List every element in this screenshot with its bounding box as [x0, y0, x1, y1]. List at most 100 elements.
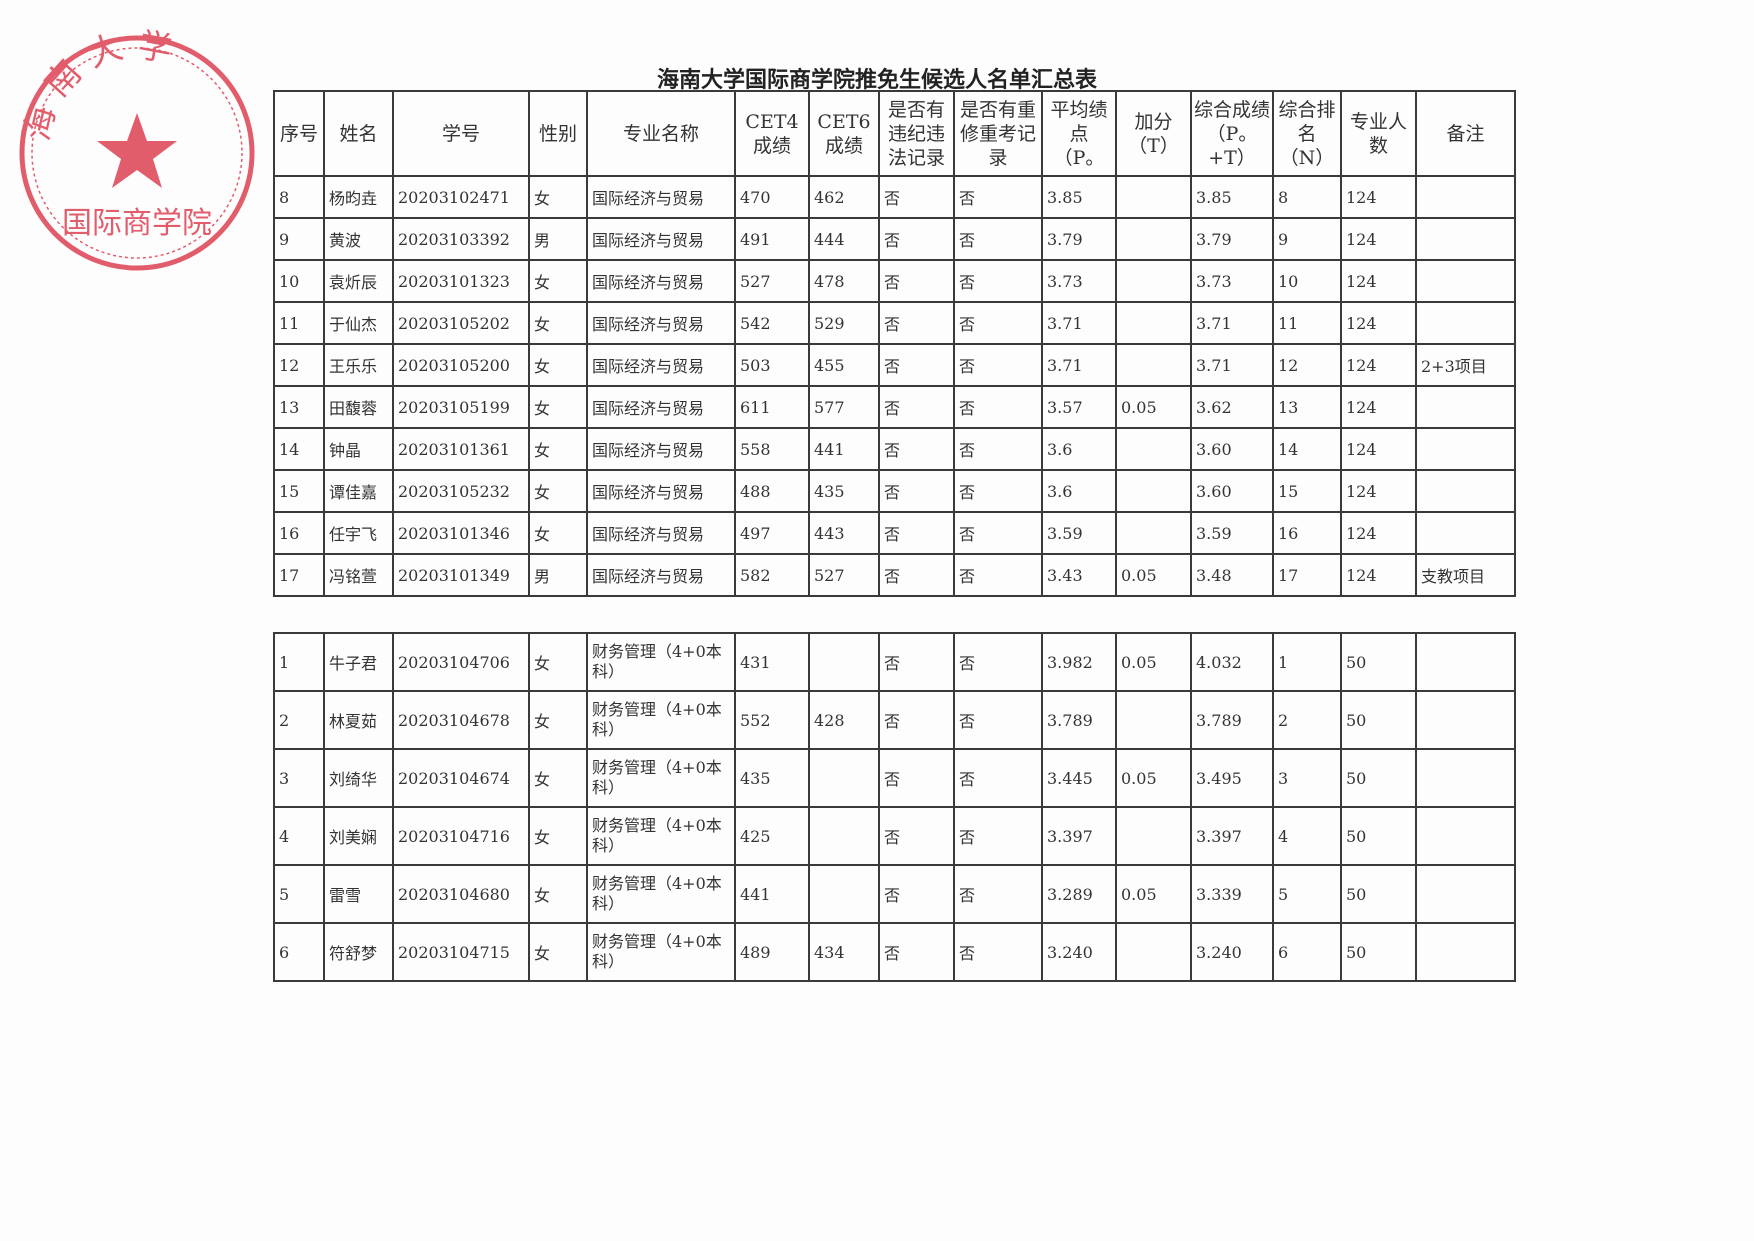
cell-gpa: 3.73: [1041, 259, 1117, 303]
cell-total-score: 3.789: [1190, 690, 1274, 750]
cell-total-score: 3.62: [1190, 385, 1274, 429]
cell-student-id: 20203105232: [392, 469, 530, 513]
cell-student-id: 20203101349: [392, 553, 530, 597]
cell-major: 国际经济与贸易: [586, 427, 736, 471]
cell-total-score: 3.85: [1190, 175, 1274, 219]
cell-retake-record: 否: [953, 632, 1043, 692]
cell-name: 杨昀垚: [323, 175, 394, 219]
cell-remark: [1415, 511, 1516, 555]
cell-discipline-record: 否: [878, 511, 955, 555]
cell-cet4: 489: [734, 922, 810, 982]
table-row: 1 牛子君 20203104706 女财务管理（4+0本科） 431 否否 3.982 0.0…: [273, 632, 1516, 692]
cell-bonus: [1115, 922, 1192, 982]
cell-bonus: [1115, 343, 1192, 387]
cell-cet4: 441: [734, 864, 810, 924]
cell-major: 国际经济与贸易: [586, 259, 736, 303]
cell-rank: 4: [1272, 806, 1342, 866]
cell-name: 谭佳嘉: [323, 469, 394, 513]
cell-discipline-record: 否: [878, 385, 955, 429]
cell-major-count: 124: [1340, 259, 1417, 303]
cell-retake-record: 否: [953, 469, 1043, 513]
cell-retake-record: 否: [953, 427, 1043, 471]
cell-student-id: 20203105200: [392, 343, 530, 387]
cell-rank: 11: [1272, 301, 1342, 345]
cell-major: 财务管理（4+0本科）: [586, 748, 736, 808]
cell-discipline-record: 否: [878, 217, 955, 261]
cell-remark: 支教项目: [1415, 553, 1516, 597]
header-cet4: CET4成绩: [734, 90, 810, 177]
cell-seq: 15: [273, 469, 325, 513]
cell-discipline-record: 否: [878, 864, 955, 924]
header-remark: 备注: [1415, 90, 1516, 177]
header-total-score: 综合成绩（P。+T）: [1190, 90, 1274, 177]
cell-rank: 17: [1272, 553, 1342, 597]
header-student-id: 学号: [392, 90, 530, 177]
cell-discipline-record: 否: [878, 469, 955, 513]
cell-rank: 10: [1272, 259, 1342, 303]
cell-discipline-record: 否: [878, 748, 955, 808]
table-row: 13 田馥蓉 20203105199 女国际经济与贸易 611 577 否否 3.57 0.05…: [273, 385, 1516, 429]
cell-retake-record: 否: [953, 864, 1043, 924]
table-row: 11 于仙杰 20203105202 女国际经济与贸易 542 529 否否 3.71 3.71…: [273, 301, 1516, 345]
cell-gpa: 3.79: [1041, 217, 1117, 261]
cell-cet4: 488: [734, 469, 810, 513]
cell-gender: 男: [528, 553, 588, 597]
cell-major-count: 124: [1340, 385, 1417, 429]
table-row: 4 刘美娴 20203104716 女财务管理（4+0本科） 425 否否 3.397 3.3…: [273, 806, 1516, 866]
cell-seq: 9: [273, 217, 325, 261]
cell-gender: 女: [528, 259, 588, 303]
cell-major-count: 124: [1340, 553, 1417, 597]
cell-gender: 女: [528, 469, 588, 513]
cell-remark: [1415, 922, 1516, 982]
cell-gender: 女: [528, 806, 588, 866]
cell-rank: 15: [1272, 469, 1342, 513]
cell-cet6: 444: [808, 217, 880, 261]
cell-bonus: 0.05: [1115, 553, 1192, 597]
cell-bonus: 0.05: [1115, 748, 1192, 808]
candidate-table-international-trade: 序号 姓名 学号 性别 专业名称 CET4成绩 CET6成绩 是否有违纪违法记录 是否有重修重考…: [273, 90, 1516, 597]
table-row: 2 林夏茹 20203104678 女财务管理（4+0本科） 552 428 否否 3.789…: [273, 690, 1516, 750]
cell-discipline-record: 否: [878, 632, 955, 692]
cell-bonus: [1115, 469, 1192, 513]
cell-remark: [1415, 217, 1516, 261]
cell-major-count: 124: [1340, 511, 1417, 555]
cell-gpa: 3.6: [1041, 427, 1117, 471]
cell-cet6: [808, 806, 880, 866]
cell-cet4: 491: [734, 217, 810, 261]
cell-retake-record: 否: [953, 343, 1043, 387]
cell-gpa: 3.445: [1041, 748, 1117, 808]
header-seq: 序号: [273, 90, 325, 177]
cell-major: 国际经济与贸易: [586, 343, 736, 387]
cell-student-id: 20203104706: [392, 632, 530, 692]
cell-bonus: [1115, 217, 1192, 261]
cell-remark: 2+3项目: [1415, 343, 1516, 387]
cell-student-id: 20203101361: [392, 427, 530, 471]
cell-remark: [1415, 864, 1516, 924]
cell-rank: 12: [1272, 343, 1342, 387]
cell-student-id: 20203104716: [392, 806, 530, 866]
cell-student-id: 20203105202: [392, 301, 530, 345]
cell-discipline-record: 否: [878, 806, 955, 866]
table-row: 14 钟晶 20203101361 女国际经济与贸易 558 441 否否 3.6 3.60 14…: [273, 427, 1516, 471]
cell-student-id: 20203103392: [392, 217, 530, 261]
header-cet6: CET6成绩: [808, 90, 880, 177]
cell-retake-record: 否: [953, 922, 1043, 982]
cell-cet4: 527: [734, 259, 810, 303]
cell-major: 财务管理（4+0本科）: [586, 864, 736, 924]
cell-major: 财务管理（4+0本科）: [586, 690, 736, 750]
cell-retake-record: 否: [953, 385, 1043, 429]
cell-student-id: 20203101346: [392, 511, 530, 555]
cell-seq: 13: [273, 385, 325, 429]
cell-gender: 女: [528, 922, 588, 982]
cell-cet6: 435: [808, 469, 880, 513]
cell-gender: 女: [528, 427, 588, 471]
cell-retake-record: 否: [953, 553, 1043, 597]
cell-gpa: 3.240: [1041, 922, 1117, 982]
cell-major: 国际经济与贸易: [586, 469, 736, 513]
table-row: 17 冯铭萱 20203101349 男国际经济与贸易 582 527 否否 3.43 0.05…: [273, 553, 1516, 597]
cell-total-score: 3.73: [1190, 259, 1274, 303]
cell-name: 王乐乐: [323, 343, 394, 387]
cell-retake-record: 否: [953, 806, 1043, 866]
header-row: 序号 姓名 学号 性别 专业名称 CET4成绩 CET6成绩 是否有违纪违法记录 是否有重修重考…: [273, 90, 1516, 177]
header-gender: 性别: [528, 90, 588, 177]
